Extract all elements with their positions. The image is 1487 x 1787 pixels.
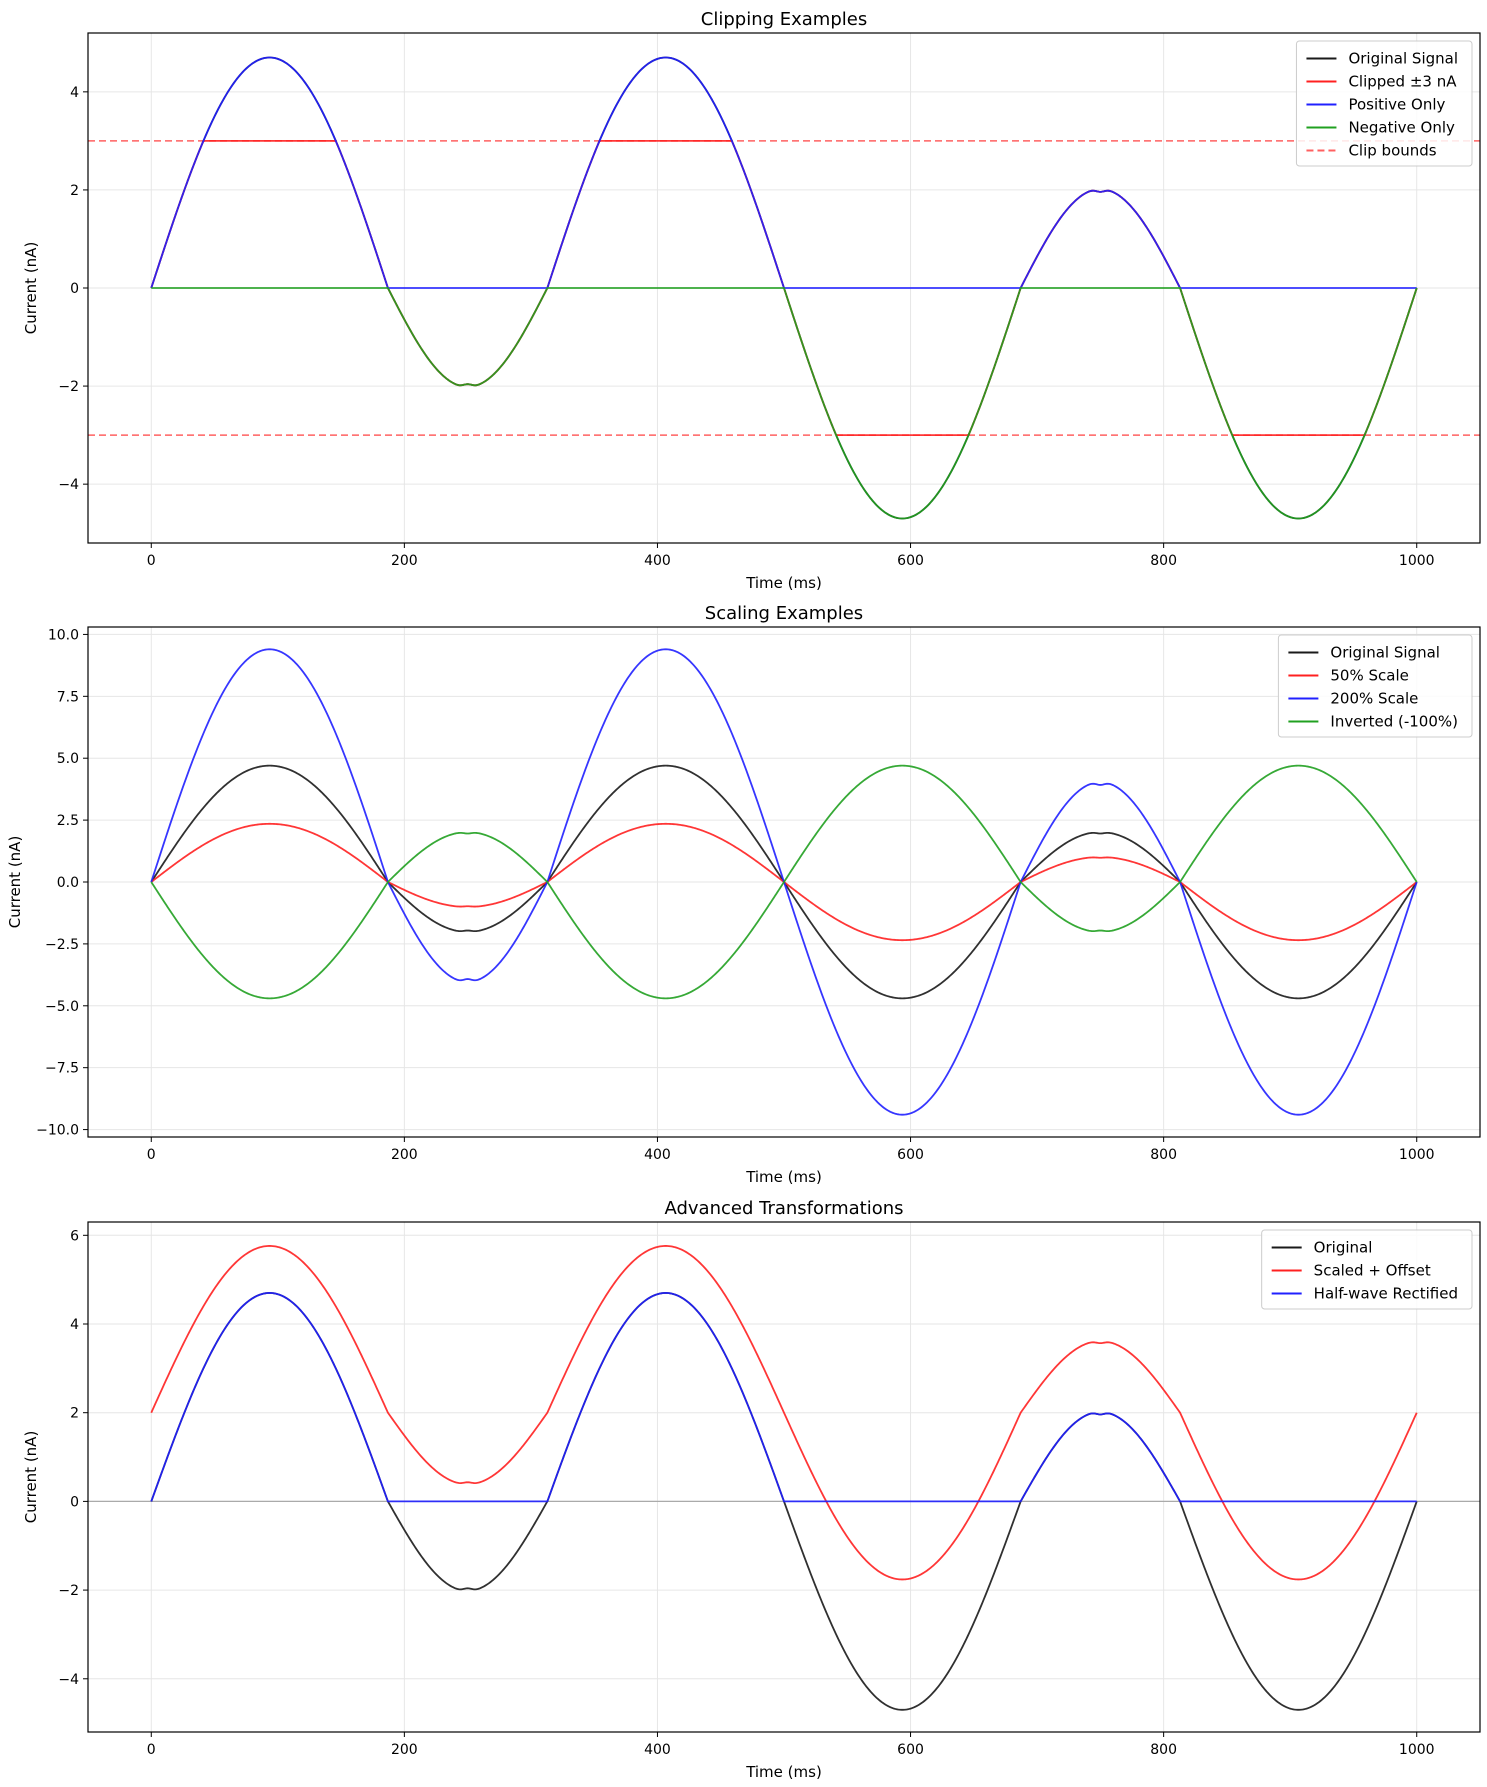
legend-item: 50% Scale <box>1288 667 1409 685</box>
legend-label: 200% Scale <box>1330 690 1418 708</box>
y-tick-label: 4 <box>70 85 79 101</box>
legend-item: Scaled + Offset <box>1271 1262 1431 1280</box>
x-axis-label: Time (ms) <box>745 574 822 592</box>
x-tick-label: 0 <box>147 553 156 569</box>
y-tick-label: 0.0 <box>57 875 79 891</box>
legend: Original Scaled + Offset Half-wave Rectifi… <box>1261 1229 1473 1310</box>
x-tick-label: 1000 <box>1399 553 1435 569</box>
legend-item: Clip bounds <box>1306 142 1437 160</box>
legend-item: 200% Scale <box>1288 690 1418 708</box>
x-axis-label: Time (ms) <box>745 1168 822 1186</box>
y-tick-label: 10.0 <box>48 627 79 643</box>
y-tick-label: −2 <box>58 1583 79 1599</box>
x-tick-label: 600 <box>897 1147 924 1163</box>
series-line-4 <box>151 287 1418 520</box>
legend-item: Positive Only <box>1306 96 1446 114</box>
chart-title: Advanced Transformations <box>664 1198 903 1219</box>
series-line-2 <box>150 1245 1418 1581</box>
legend-item: Original Signal <box>1288 644 1440 662</box>
x-tick-label: 200 <box>391 1742 418 1758</box>
x-tick-label: 1000 <box>1399 1742 1435 1758</box>
legend-label: Original Signal <box>1348 50 1458 68</box>
x-tick-label: 0 <box>147 1742 156 1758</box>
series-line-4 <box>150 764 1418 1000</box>
y-tick-label: −5.0 <box>45 999 79 1015</box>
y-tick-label: 5.0 <box>57 751 79 767</box>
x-tick-label: 400 <box>644 553 671 569</box>
x-tick-label: 600 <box>897 553 924 569</box>
chart-title: Clipping Examples <box>701 9 867 30</box>
y-tick-label: 2.5 <box>57 813 79 829</box>
legend-item: Original <box>1271 1239 1373 1257</box>
y-tick-label: 0 <box>70 1494 79 1510</box>
legend-label: Scaled + Offset <box>1314 1262 1431 1280</box>
x-axis-label: Time (ms) <box>745 1763 822 1781</box>
chart-2: 0 200 400 600 800 1000 −10.0 −7.5 −5.0 −2.5 0.0 2.5… <box>6 603 1481 1186</box>
x-tick-label: 600 <box>897 1742 924 1758</box>
y-tick-label: 2 <box>70 1406 79 1422</box>
x-tick-label: 0 <box>147 1147 156 1163</box>
x-tick-label: 800 <box>1150 553 1177 569</box>
legend-label: Clip bounds <box>1348 142 1436 160</box>
y-axis-label: Current (nA) <box>22 242 40 335</box>
y-tick-label: 7.5 <box>57 689 79 705</box>
y-tick-label: −2 <box>58 379 79 395</box>
y-axis-label: Current (nA) <box>6 836 24 929</box>
legend: Original Signal 50% Scale 200% Scale Invert… <box>1277 634 1473 738</box>
legend-label: Negative Only <box>1348 119 1455 137</box>
legend-item: Half-wave Rectified <box>1271 1285 1458 1303</box>
legend-label: Original Signal <box>1330 644 1440 662</box>
y-tick-label: −10.0 <box>36 1123 79 1139</box>
axes-frame <box>87 1221 1481 1733</box>
legend-item: Clipped ±3 nA <box>1306 73 1457 91</box>
legend-label: Inverted (-100%) <box>1330 713 1458 731</box>
y-tick-label: −2.5 <box>45 937 79 953</box>
legend: Original Signal Clipped ±3 nA Positive Onl… <box>1295 40 1473 167</box>
y-axis-label: Current (nA) <box>22 1431 40 1524</box>
legend-label: Positive Only <box>1348 96 1445 114</box>
legend-label: Half-wave Rectified <box>1314 1285 1458 1303</box>
chart-3: 0 200 400 600 800 1000 −4 −2 0 2 4 6 Advanced Transf… <box>22 1198 1481 1781</box>
legend-item: Original Signal <box>1306 50 1458 68</box>
series-line-3 <box>150 1292 1417 1503</box>
legend-label: 50% Scale <box>1330 667 1408 685</box>
chart-title: Scaling Examples <box>705 603 863 624</box>
legend-item: Inverted (-100%) <box>1288 713 1458 731</box>
legend-label: Original <box>1314 1239 1373 1257</box>
y-tick-label: −4 <box>58 1672 79 1688</box>
y-tick-label: 6 <box>70 1228 79 1244</box>
x-tick-label: 400 <box>644 1147 671 1163</box>
x-tick-label: 800 <box>1150 1147 1177 1163</box>
x-tick-label: 400 <box>644 1742 671 1758</box>
legend-label: Clipped ±3 nA <box>1348 73 1457 91</box>
y-tick-label: −7.5 <box>45 1061 79 1077</box>
x-tick-label: 200 <box>391 553 418 569</box>
chart-1: 0 200 400 600 800 1000 −4 −2 0 2 4 Clipping Example… <box>22 9 1481 592</box>
y-tick-label: −4 <box>58 477 79 493</box>
y-tick-label: 0 <box>70 281 79 297</box>
x-tick-label: 200 <box>391 1147 418 1163</box>
y-tick-label: 2 <box>70 183 79 199</box>
x-tick-label: 800 <box>1150 1742 1177 1758</box>
legend-item: Negative Only <box>1306 119 1455 137</box>
y-tick-label: 4 <box>70 1317 79 1333</box>
x-tick-label: 1000 <box>1399 1147 1435 1163</box>
